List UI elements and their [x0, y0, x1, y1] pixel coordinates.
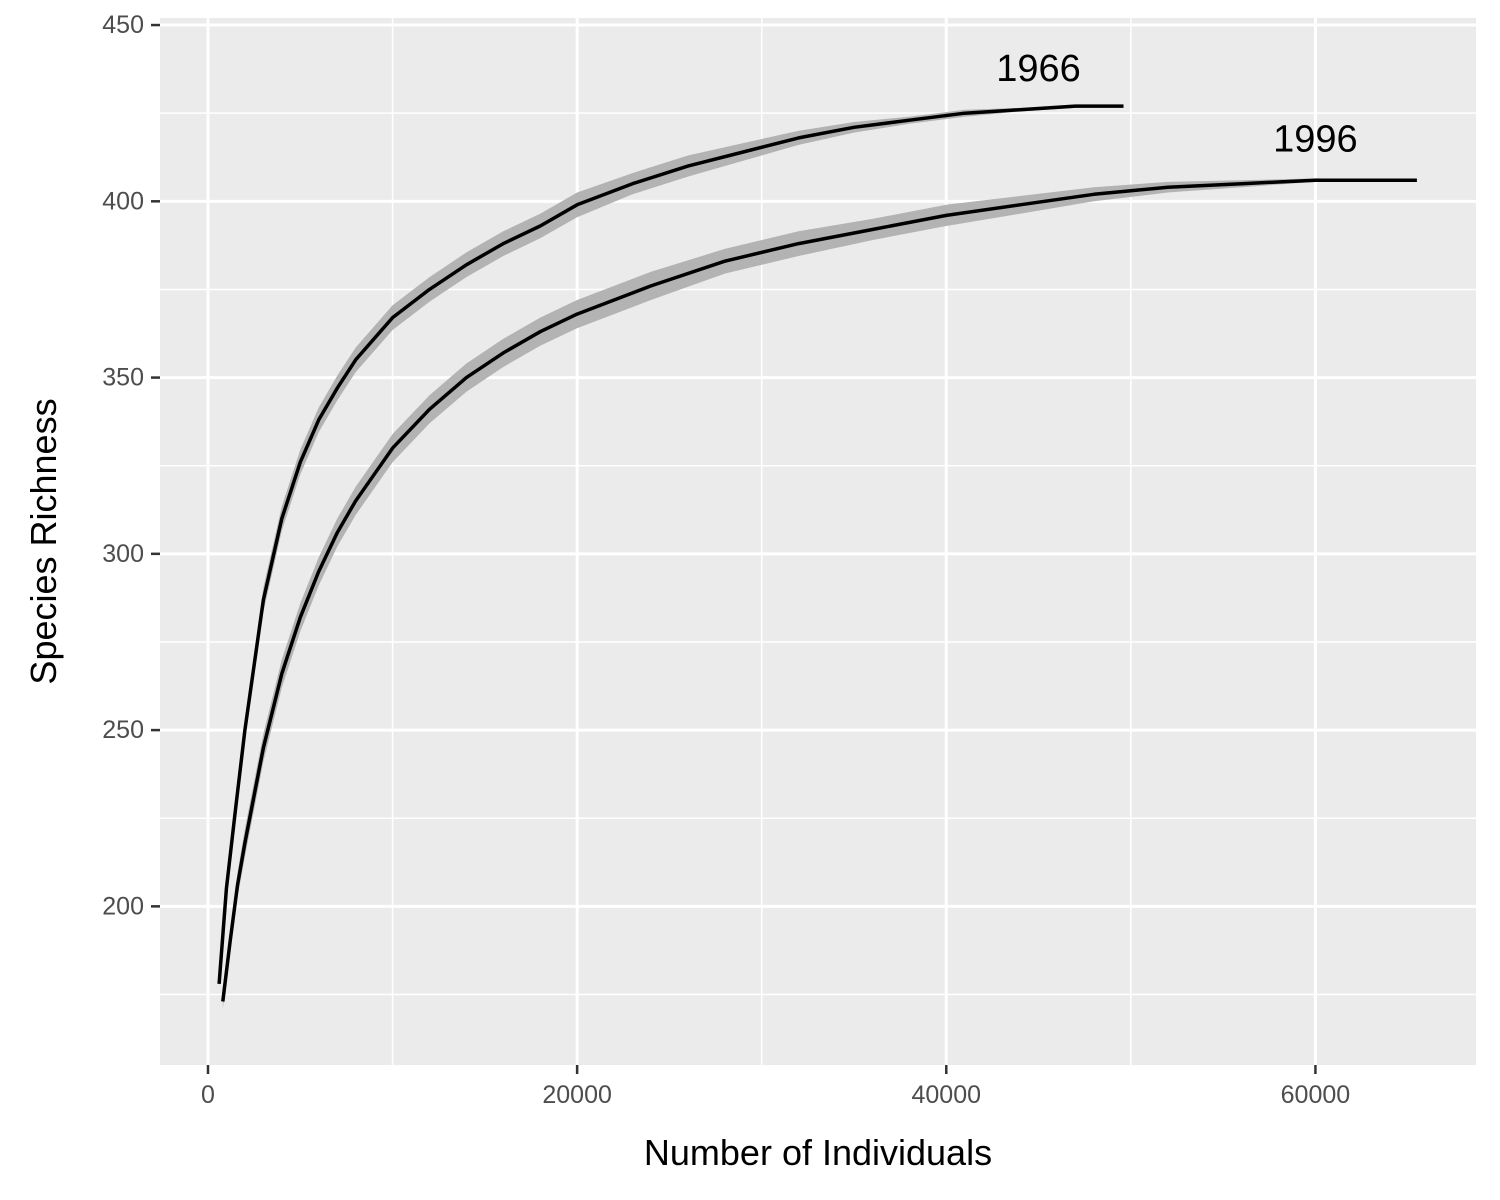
series-lines — [217, 104, 1417, 1002]
series-label-1966: 1966 — [996, 48, 1081, 90]
x-axis: 0 20000 40000 60000 — [201, 1065, 1350, 1109]
x-tick-label: 40000 — [912, 1081, 982, 1109]
y-tick-label: 200 — [102, 892, 144, 920]
series-line-1966 — [217, 104, 1124, 985]
plot-panel — [160, 18, 1476, 1065]
series-line-1996 — [221, 178, 1417, 1002]
x-tick-label: 60000 — [1281, 1081, 1351, 1109]
y-tick-label: 400 — [102, 187, 144, 215]
y-tick-label: 300 — [102, 540, 144, 568]
series-label-1996: 1996 — [1273, 118, 1358, 160]
series-labels: 1966 1996 — [996, 48, 1357, 161]
y-tick-label: 250 — [102, 716, 144, 744]
x-axis-title: Number of Individuals — [644, 1132, 992, 1173]
y-tick-label: 450 — [102, 11, 144, 39]
y-tick-label: 350 — [102, 364, 144, 392]
x-tick-label: 20000 — [542, 1081, 612, 1109]
y-axis: 200 250 300 350 400 450 — [102, 11, 160, 920]
x-tick-label: 0 — [201, 1081, 215, 1109]
y-axis-title: Species Richness — [23, 398, 64, 684]
